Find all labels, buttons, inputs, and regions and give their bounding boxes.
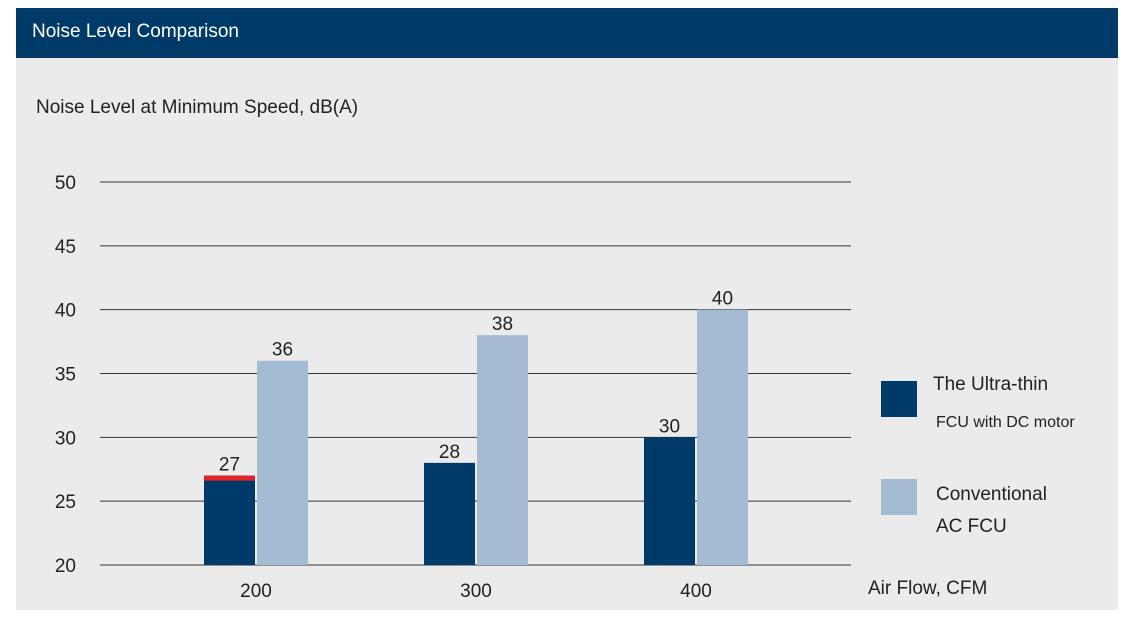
bar-ultra-thin-300 [424,462,475,565]
x-tick-label: 400 [680,581,712,602]
legend-swatch [881,381,917,417]
legend-label: The Ultra-thin [933,374,1048,395]
data-label: 30 [659,416,680,437]
legend: The Ultra-thin FCU with DC motor Conventio… [881,374,1075,537]
x-axis-label: Air Flow, CFM [868,578,987,599]
x-tick-label: 300 [460,581,492,602]
data-label: 36 [272,340,293,361]
y-tick-label: 45 [55,237,76,258]
data-label: 40 [712,289,733,310]
legend-label: AC FCU [936,516,1007,537]
bars [204,309,748,565]
bar-conventional-200 [257,360,308,565]
bar-ultra-thin-400 [644,437,695,565]
y-tick-label: 35 [55,365,76,386]
legend-label: FCU with DC motor [936,414,1075,431]
bar-conventional-400 [697,309,748,565]
y-tick-label: 20 [55,556,76,577]
x-axis-ticks: 200 300 400 [240,581,712,602]
y-tick-label: 50 [55,173,76,194]
bar-highlight-marker [204,475,255,481]
y-tick-label: 40 [55,301,76,322]
legend-label: Conventional [936,484,1047,505]
page-title: Noise Level Comparison [32,21,239,42]
chart-panel: Noise Level Comparison Noise Level at Mi… [16,8,1118,610]
data-label: 38 [492,314,513,335]
bar-ultra-thin-200 [204,475,255,565]
y-tick-label: 30 [55,428,76,449]
legend-swatch [881,479,917,515]
bar-conventional-300 [477,335,528,565]
y-axis-ticks: 20 25 30 35 40 45 50 [55,173,76,577]
data-labels: 27 36 28 38 30 40 [219,289,733,476]
y-tick-label: 25 [55,492,76,513]
header-bar: Noise Level Comparison [16,8,1118,58]
bar-chart: 20 25 30 35 40 45 50 27 36 28 38 30 40 200 300 400 Th… [55,173,1075,602]
x-tick-label: 200 [240,581,272,602]
data-label: 28 [439,442,460,463]
chart-title: Noise Level at Minimum Speed, dB(A) [36,97,359,118]
data-label: 27 [219,455,240,476]
